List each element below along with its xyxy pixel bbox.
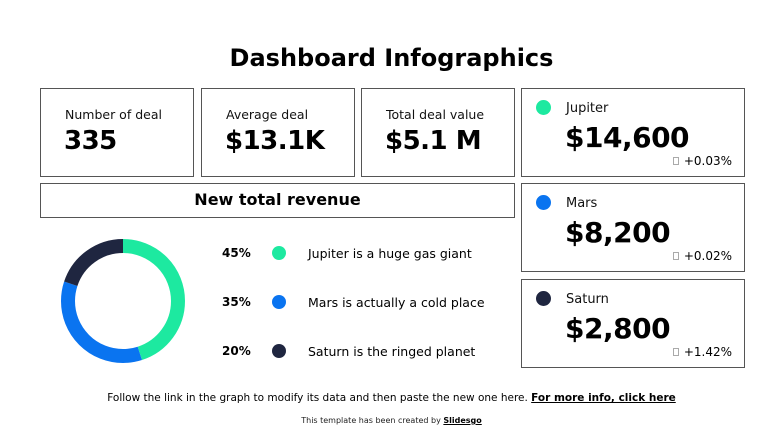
jupiter-legend-dot-icon <box>272 246 286 260</box>
donut-segment-saturn <box>61 239 185 363</box>
change-value: +1.42% <box>683 345 732 359</box>
planet-change: +1.42% <box>672 345 732 359</box>
kpi-label: Total deal value <box>386 107 485 122</box>
planet-name: Saturn <box>566 292 609 307</box>
trend-icon <box>672 252 679 260</box>
planet-change: +0.03% <box>672 154 732 168</box>
slidesgo-link[interactable]: Slidesgo <box>443 416 482 425</box>
revenue-donut-chart[interactable] <box>60 238 186 364</box>
section-title: New total revenue <box>194 190 361 209</box>
kpi-value: $5.1 M <box>385 126 482 156</box>
planet-value: $8,200 <box>565 216 671 249</box>
planet-name: Jupiter <box>566 101 609 116</box>
planet-name: Mars <box>566 196 598 211</box>
legend-item-saturn: 20% Saturn is the ringed planet <box>222 341 475 361</box>
legend-text: Saturn is the ringed planet <box>308 343 476 359</box>
kpi-label: Number of deal <box>65 107 162 122</box>
footer-instruction-text: Follow the link in the graph to modify i… <box>107 392 532 404</box>
planet-card-mars: Mars $8,200 +0.02% <box>521 183 745 272</box>
planet-change: +0.02% <box>672 249 732 263</box>
legend-text: Mars is actually a cold place <box>308 294 485 310</box>
legend-percent: 20% <box>222 344 251 358</box>
legend-item-jupiter: 45% Jupiter is a huge gas giant <box>222 243 472 263</box>
kpi-value: $13.1K <box>225 126 325 156</box>
saturn-legend-dot-icon <box>272 344 286 358</box>
saturn-dot-icon <box>536 291 551 306</box>
legend-percent: 45% <box>222 246 251 260</box>
kpi-label: Average deal <box>226 107 309 122</box>
kpi-value: 335 <box>64 126 117 156</box>
planet-card-jupiter: Jupiter $14,600 +0.03% <box>521 88 745 177</box>
trend-icon <box>672 157 679 165</box>
donut-segment-mars <box>61 239 185 363</box>
donut-segments <box>61 239 185 363</box>
planet-value: $2,800 <box>565 312 671 345</box>
change-value: +0.03% <box>683 154 732 168</box>
footer-instruction: Follow the link in the graph to modify i… <box>0 392 783 404</box>
revenue-section-header: New total revenue <box>40 183 515 218</box>
kpi-card-number-of-deal: Number of deal 335 <box>40 88 194 177</box>
mars-dot-icon <box>536 195 551 210</box>
planet-card-saturn: Saturn $2,800 +1.42% <box>521 279 745 368</box>
legend-text: Jupiter is a huge gas giant <box>308 245 472 261</box>
legend-item-mars: 35% Mars is actually a cold place <box>222 292 485 312</box>
mars-legend-dot-icon <box>272 295 286 309</box>
change-value: +0.02% <box>683 249 732 263</box>
kpi-card-total-deal-value: Total deal value $5.1 M <box>361 88 515 177</box>
planet-value: $14,600 <box>565 121 690 154</box>
footer-credit: This template has been created by Slides… <box>0 416 783 425</box>
page-title: Dashboard Infographics <box>229 44 554 72</box>
more-info-link[interactable]: For more info, click here <box>531 392 676 404</box>
legend-percent: 35% <box>222 295 251 309</box>
kpi-card-average-deal: Average deal $13.1K <box>201 88 355 177</box>
jupiter-dot-icon <box>536 100 551 115</box>
trend-icon <box>672 348 679 356</box>
credit-text: This template has been created by <box>301 416 444 425</box>
